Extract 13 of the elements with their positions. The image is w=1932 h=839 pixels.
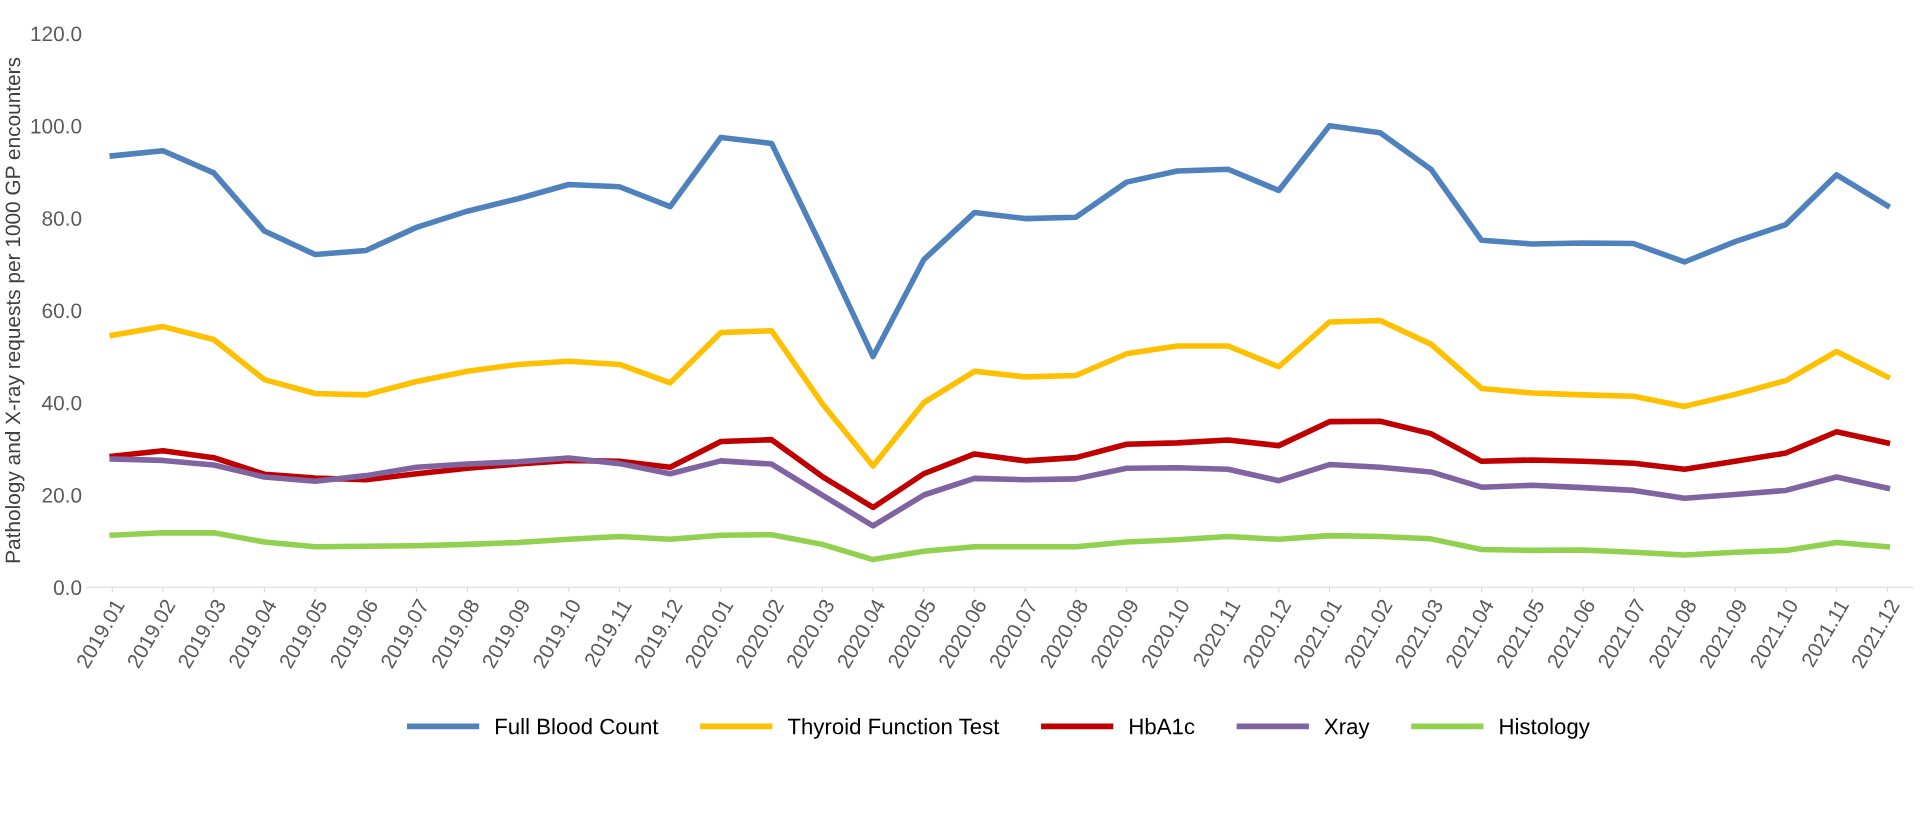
legend-label: HbA1c	[1130, 718, 1195, 735]
y-axis-title: Pathology and X-ray requests per 1000 GP encounters	[4, 57, 25, 563]
y-tick-label: 100.0	[31, 118, 82, 134]
y-tick-label: 120.0	[31, 26, 82, 42]
legend-label: Xray	[1324, 718, 1370, 739]
legend-label: Thyroid Function Test	[787, 718, 1000, 739]
y-tick-label: 20.0	[42, 488, 82, 503]
y-tick-label: 0.0	[53, 580, 82, 596]
y-tick-label: 60.0	[42, 303, 82, 319]
y-tick-label: 40.0	[42, 395, 82, 411]
y-tick-label: 80.0	[42, 211, 82, 226]
legend-label: Full Blood Count	[496, 718, 659, 735]
legend-label: Histology	[1500, 718, 1590, 739]
